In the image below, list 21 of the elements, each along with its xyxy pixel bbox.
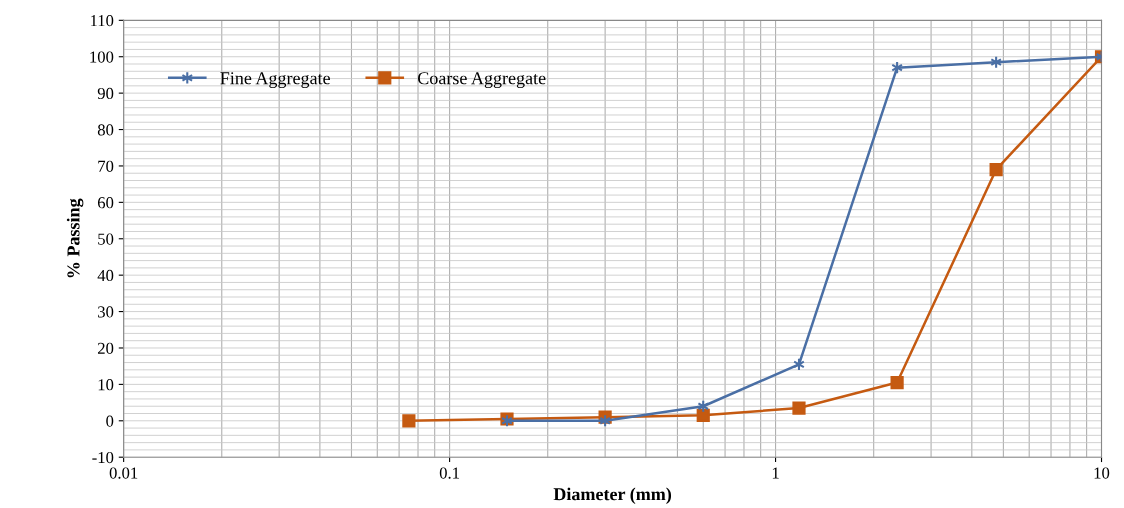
legend-label: Fine Aggregate xyxy=(220,72,330,89)
x-tick-label: 0.1 xyxy=(439,467,460,479)
x-tick-label: 0.01 xyxy=(109,467,138,479)
y-tick-label: 10 xyxy=(98,379,114,391)
y-tick-label: 90 xyxy=(97,87,114,100)
y-tick-label: 110 xyxy=(91,15,114,27)
x-axis-title: Diameter (mm) xyxy=(553,487,672,504)
y-tick-label: 40 xyxy=(97,269,114,282)
y-tick-label: 60 xyxy=(97,197,114,209)
y-tick-label: 70 xyxy=(98,160,114,172)
y-tick-label: 50 xyxy=(98,233,114,245)
y-tick-label: 80 xyxy=(97,124,114,136)
x-tick-label: 10 xyxy=(1094,467,1110,479)
legend-label: Coarse Aggregate xyxy=(418,72,546,89)
y-tick-label: -10 xyxy=(92,451,114,464)
y-tick-label: 20 xyxy=(97,342,114,354)
y-axis-title: % Passing xyxy=(66,198,84,278)
y-tick-label: 30 xyxy=(98,306,114,318)
x-tick-label: 1 xyxy=(772,467,779,479)
y-tick-label: 0 xyxy=(106,415,114,427)
y-tick-label: 100 xyxy=(90,51,114,63)
